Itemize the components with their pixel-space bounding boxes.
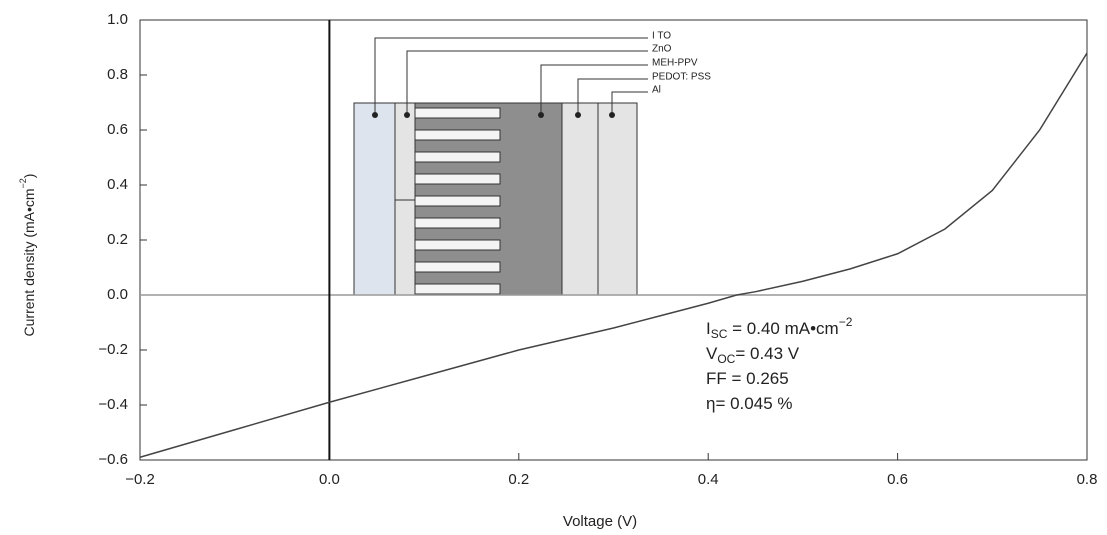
y-tick-label: 0.6 bbox=[107, 121, 128, 138]
finger bbox=[414, 151, 501, 163]
ito-layer bbox=[353, 102, 396, 296]
y-label-sup: −2 bbox=[18, 178, 28, 188]
x-tick-label: −0.2 bbox=[125, 471, 155, 488]
comb-fingers bbox=[414, 103, 501, 295]
leader-dot bbox=[372, 112, 378, 118]
annotation: VOC= 0.43 V bbox=[706, 344, 800, 366]
annotation-sub: OC bbox=[717, 352, 735, 366]
inset-label: MEH-PPV bbox=[652, 58, 698, 69]
pedot-layer bbox=[561, 102, 599, 296]
finger bbox=[414, 107, 501, 119]
y-axis-label: Current density (mA•cm−2) bbox=[18, 174, 36, 337]
leader-dot bbox=[538, 112, 544, 118]
leader-line bbox=[540, 64, 648, 115]
annotation-main: η= 0.045 % bbox=[706, 394, 793, 413]
x-tick-label: 0.2 bbox=[508, 471, 529, 488]
finger bbox=[414, 261, 501, 273]
finger bbox=[414, 173, 501, 185]
inset-label: ZnO bbox=[652, 44, 672, 55]
annotation-sub: SC bbox=[711, 327, 728, 341]
finger bbox=[414, 129, 501, 141]
y-tick-label: −0.6 bbox=[98, 451, 128, 468]
inset-label: I TO bbox=[652, 31, 671, 42]
x-tick-label: 0.0 bbox=[319, 471, 340, 488]
x-tick-label: 0.4 bbox=[698, 471, 719, 488]
finger bbox=[414, 239, 501, 251]
annotation-sup: −2 bbox=[839, 315, 853, 329]
inset-label: Al bbox=[652, 85, 661, 96]
x-tick-label: 0.8 bbox=[1077, 471, 1098, 488]
annotation-main: FF = 0.265 bbox=[706, 369, 789, 388]
y-tick-label: 0.2 bbox=[107, 231, 128, 248]
leader-line bbox=[611, 91, 648, 115]
y-label-text: Current density (mA•cm bbox=[21, 188, 37, 336]
y-tick-label: −0.2 bbox=[98, 341, 128, 358]
y-tick-label: 0.0 bbox=[107, 286, 128, 303]
leader-dot bbox=[609, 112, 615, 118]
zno-layer bbox=[394, 102, 416, 296]
y-tick-label: 0.4 bbox=[107, 176, 128, 193]
annotation-rest: = 0.43 V bbox=[735, 344, 799, 363]
y-label-close: ) bbox=[21, 174, 37, 179]
annotation: η= 0.045 % bbox=[706, 394, 793, 413]
leader-line bbox=[577, 78, 648, 115]
jv-curve bbox=[139, 52, 1088, 458]
x-tick-label: 0.6 bbox=[887, 471, 908, 488]
x-axis-label: Voltage (V) bbox=[563, 513, 637, 530]
annotation-rest: = 0.40 mA•cm bbox=[727, 319, 838, 338]
annotation: FF = 0.265 bbox=[706, 369, 789, 388]
inset-leaders: I TO ZnO MEH-PPV PEDOT: PSS Al bbox=[372, 31, 711, 118]
y-tick-label: −0.4 bbox=[98, 396, 128, 413]
leader-dot bbox=[404, 112, 410, 118]
leader-line bbox=[374, 37, 648, 115]
finger bbox=[414, 283, 501, 295]
inset-diagram bbox=[353, 102, 638, 296]
y-tick-label: 0.8 bbox=[107, 66, 128, 83]
al-layer bbox=[597, 102, 638, 296]
inset-label: PEDOT: PSS bbox=[652, 72, 711, 83]
leader-dot bbox=[575, 112, 581, 118]
annotation-main: I bbox=[706, 319, 711, 338]
annotation: ISC = 0.40 mA•cm−2 bbox=[706, 315, 853, 341]
finger bbox=[414, 195, 501, 207]
finger bbox=[414, 217, 501, 229]
leader-line bbox=[406, 50, 648, 115]
y-tick-label: 1.0 bbox=[107, 11, 128, 28]
annotation-main: V bbox=[706, 344, 718, 363]
